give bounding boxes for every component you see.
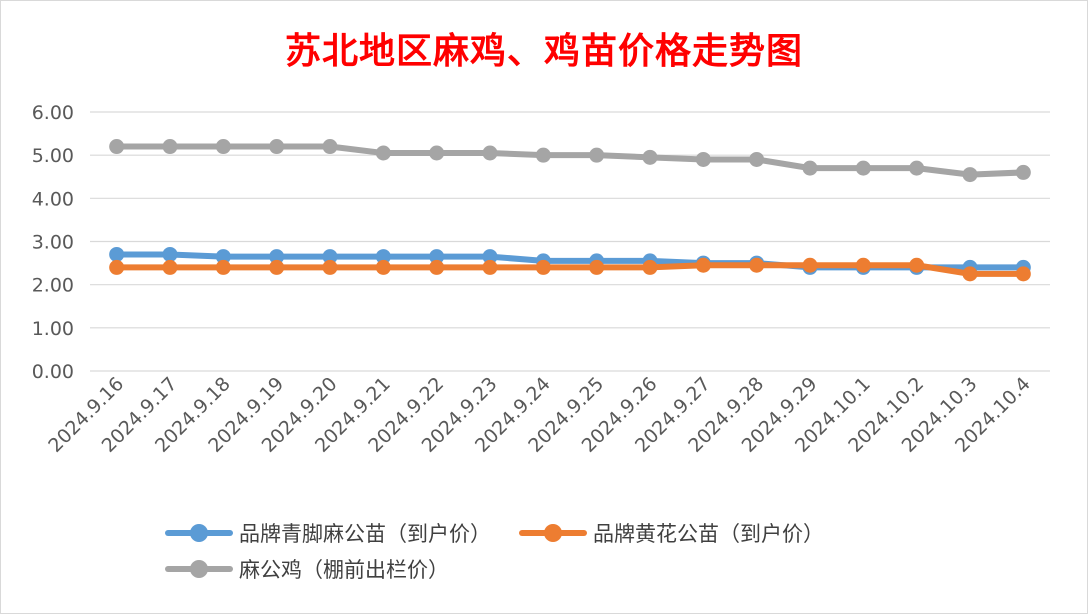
data-point <box>962 167 978 183</box>
y-tick-label: 2.00 <box>32 275 74 297</box>
legend-marker-series-1 <box>190 524 208 542</box>
data-point <box>162 139 178 155</box>
legend-row-2: 麻公鸡（棚前出栏价） <box>165 551 925 587</box>
data-point <box>482 145 498 161</box>
legend-item-series-3[interactable]: 麻公鸡（棚前出栏价） <box>165 554 449 584</box>
series-1 <box>109 246 1031 275</box>
data-point <box>322 139 338 155</box>
data-point <box>962 266 978 282</box>
data-point <box>749 151 765 167</box>
legend-label-series-2: 品牌黄花公苗（到户价） <box>593 522 824 546</box>
data-point <box>589 259 605 275</box>
data-point <box>1015 266 1031 282</box>
data-point <box>429 249 445 265</box>
data-point <box>162 259 178 275</box>
data-point <box>109 139 125 155</box>
data-point <box>482 249 498 265</box>
data-point <box>429 259 445 275</box>
data-point <box>642 149 658 165</box>
legend-marker-series-2 <box>544 524 562 542</box>
data-point <box>589 147 605 163</box>
data-point <box>109 246 125 262</box>
x-axis: 2024.9.162024.9.172024.9.182024.9.192024… <box>44 373 1035 457</box>
y-tick-label: 0.00 <box>32 361 74 383</box>
data-point <box>162 246 178 262</box>
series-2 <box>109 257 1031 282</box>
data-point <box>695 151 711 167</box>
data-point <box>802 257 818 273</box>
data-point <box>375 249 391 265</box>
data-point <box>642 259 658 275</box>
legend-swatch-series-2 <box>519 523 587 543</box>
data-point <box>215 259 231 275</box>
data-point <box>909 257 925 273</box>
y-tick-label: 5.00 <box>32 145 74 167</box>
y-tick-label: 1.00 <box>32 318 74 340</box>
data-point <box>215 139 231 155</box>
legend-item-series-1[interactable]: 品牌青脚麻公苗（到户价） <box>165 518 491 548</box>
grid-lines <box>90 111 1050 372</box>
chart-title: 苏北地区麻鸡、鸡苗价格走势图 <box>284 30 803 72</box>
legend: 品牌青脚麻公苗（到户价） 品牌黄花公苗（到户价） 麻公鸡（棚前出栏价） <box>165 515 925 587</box>
data-point <box>375 145 391 161</box>
data-point <box>749 257 765 273</box>
data-point <box>269 259 285 275</box>
series-line <box>113 262 1027 277</box>
data-point <box>855 160 871 176</box>
legend-label-series-1: 品牌青脚麻公苗（到户价） <box>239 522 491 546</box>
data-point <box>375 259 391 275</box>
data-point <box>215 249 231 265</box>
data-point <box>322 259 338 275</box>
legend-swatch-series-3 <box>165 559 233 579</box>
y-tick-label: 6.00 <box>32 102 74 124</box>
series-lines <box>109 139 1031 282</box>
data-point <box>695 257 711 273</box>
data-point <box>802 160 818 176</box>
data-point <box>1015 164 1031 180</box>
legend-row-1: 品牌青脚麻公苗（到户价） 品牌黄花公苗（到户价） <box>165 515 925 551</box>
series-line <box>113 143 1027 178</box>
data-point <box>109 259 125 275</box>
legend-item-series-2[interactable]: 品牌黄花公苗（到户价） <box>519 518 824 548</box>
data-point <box>482 259 498 275</box>
y-tick-label: 3.00 <box>32 232 74 254</box>
data-point <box>269 139 285 155</box>
data-point <box>535 259 551 275</box>
legend-marker-series-3 <box>190 560 208 578</box>
series-3 <box>109 139 1031 183</box>
data-point <box>429 145 445 161</box>
data-point <box>535 147 551 163</box>
data-point <box>855 257 871 273</box>
legend-swatch-series-1 <box>165 523 233 543</box>
y-axis: 0.00 1.00 2.00 3.00 4.00 5.00 6.00 <box>32 102 74 383</box>
data-point <box>322 249 338 265</box>
legend-label-series-3: 麻公鸡（棚前出栏价） <box>239 558 449 582</box>
y-tick-label: 4.00 <box>32 188 74 210</box>
data-point <box>909 160 925 176</box>
data-point <box>269 249 285 265</box>
